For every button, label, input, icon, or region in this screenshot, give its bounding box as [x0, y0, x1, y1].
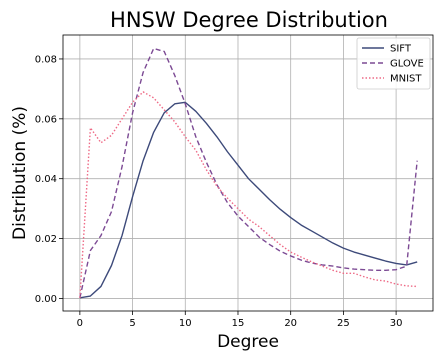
x-tick-label: 0 — [77, 318, 83, 329]
legend: SIFT GLOVE MNIST — [356, 37, 431, 90]
legend-box — [356, 37, 431, 90]
legend-label-mnist: MNIST — [390, 74, 422, 85]
plot-frame — [62, 34, 434, 312]
x-tick-label: 5 — [129, 318, 135, 329]
series-line-mnist — [79, 91, 418, 298]
x-tick-label: 15 — [232, 318, 245, 329]
series-line-sift — [79, 101, 418, 299]
series-group — [79, 47, 418, 299]
y-tick-label: 0.06 — [35, 114, 57, 125]
x-tick-label: 10 — [179, 318, 192, 329]
y-tick-label: 0.00 — [35, 294, 57, 305]
y-tick-label: 0.04 — [35, 174, 57, 185]
ticks: 0 5 10 15 20 25 30 0.00 0.02 0.04 0.06 0.08 — [35, 54, 403, 329]
y-tick-label: 0.02 — [35, 234, 57, 245]
legend-label-sift: SIFT — [390, 44, 412, 55]
series-line-glove — [79, 47, 418, 298]
x-tick-label: 25 — [337, 318, 350, 329]
y-axis-label: Distribution (%) — [10, 106, 30, 240]
x-tick-label: 30 — [390, 318, 403, 329]
legend-label-glove: GLOVE — [390, 59, 424, 70]
x-tick-label: 20 — [284, 318, 297, 329]
chart-title: HNSW Degree Distribution — [110, 8, 388, 32]
y-tick-label: 0.08 — [35, 54, 57, 65]
x-axis-label: Degree — [217, 332, 279, 351]
